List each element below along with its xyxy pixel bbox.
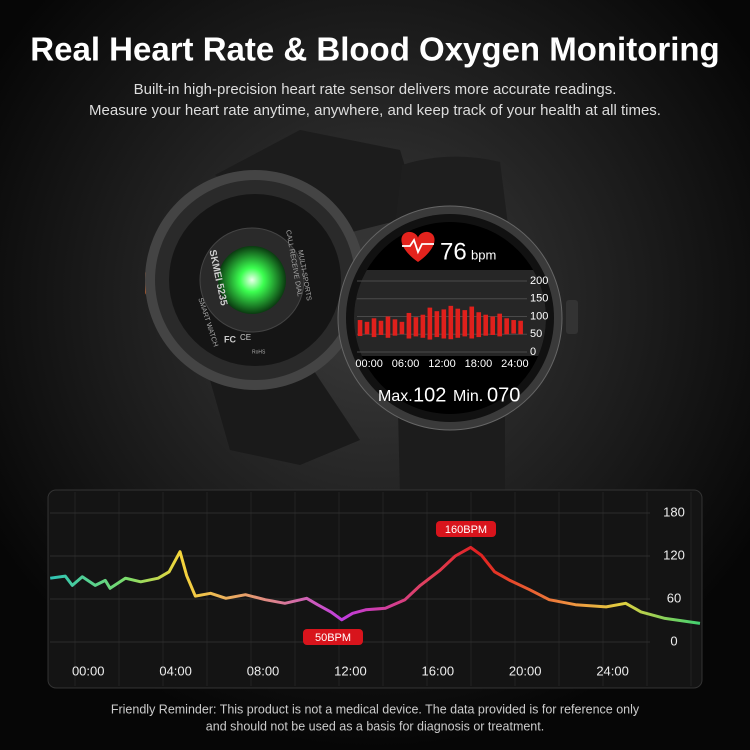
cert-mark: RoHS [252,349,266,355]
x-tick-label: 00:00 [355,358,383,370]
heart-rate-chart: 0 60 120 180 00:00 04:00 08:00 12:00 16:00 20:00 2… [49,492,701,686]
min-label: Min. [453,388,483,405]
bar [462,310,468,337]
x-tick-label: 08:00 [247,663,280,678]
x-tick-label: 04:00 [159,663,192,678]
title: Real Heart Rate & Blood Oxygen Monitorin… [30,31,719,68]
x-tick-label: 24:00 [596,663,629,678]
cert-mark: FC [224,334,236,344]
annotation: 50BPM [315,632,351,644]
bar [511,320,516,334]
x-tick-label: 06:00 [392,358,420,370]
y-tick-label: 120 [663,547,685,562]
y-tick-label: 180 [663,504,685,519]
x-tick-label: 18:00 [465,358,493,370]
bar [483,314,489,336]
footer-note: and should not be used as a basis for di… [206,719,544,733]
bar [448,305,454,340]
bar [434,311,440,338]
bar [371,318,377,338]
max-label: Max. [378,388,413,405]
bar [490,316,495,335]
y-tick-label: 0 [670,633,677,648]
bar [357,320,363,337]
bar [378,320,384,335]
y-tick-label: 60 [667,590,681,605]
annotation-badge [303,629,363,645]
watch-back: SKMEI 5235 SMART WATCH CALL RECEIVE DIAL… [145,130,420,465]
bar [441,309,447,339]
x-tick-label: 16:00 [422,663,455,678]
x-tick-label: 20:00 [509,663,542,678]
screen-chart: 0 50 100 150 200 00:00 06:00 12:00 18:00 24:00 [355,275,548,370]
bar [385,316,391,338]
bar [504,318,509,335]
chart-panel [47,489,703,689]
heart-rate: 76 [440,238,467,265]
max-value: 102 [413,384,446,406]
bar [406,312,412,339]
bar [455,308,461,338]
cert-mark: CE [240,333,251,342]
bar [518,320,523,335]
subtitle: Measure your heart rate anytime, anywher… [89,102,661,119]
x-tick-label: 12:00 [334,663,367,678]
bar [469,306,475,339]
bar [392,319,398,336]
watch-front [337,156,578,500]
x-tick-label: 00:00 [72,663,105,678]
heart-rate-unit: bpm [471,247,496,262]
subtitle: Built-in high-precision heart rate senso… [134,81,617,98]
bar [497,313,502,337]
annotation: 160BPM [445,524,487,536]
x-tick-label: 24:00 [501,358,529,370]
bar [476,312,482,338]
bar [427,307,433,340]
x-tick-label: 12:00 [428,358,456,370]
y-tick-label: 0 [530,346,536,358]
footer-note: Friendly Reminder: This product is not a… [111,702,640,716]
bar [413,317,419,337]
annotation-badge [436,521,496,537]
y-tick-label: 100 [530,310,548,322]
bar [399,321,405,335]
bar [420,314,426,338]
bar [364,321,370,335]
y-tick-label: 50 [530,328,542,340]
min-value: 070 [487,384,520,406]
heart-rate-line [49,545,701,625]
y-tick-label: 200 [530,275,548,287]
y-tick-label: 150 [530,293,548,305]
